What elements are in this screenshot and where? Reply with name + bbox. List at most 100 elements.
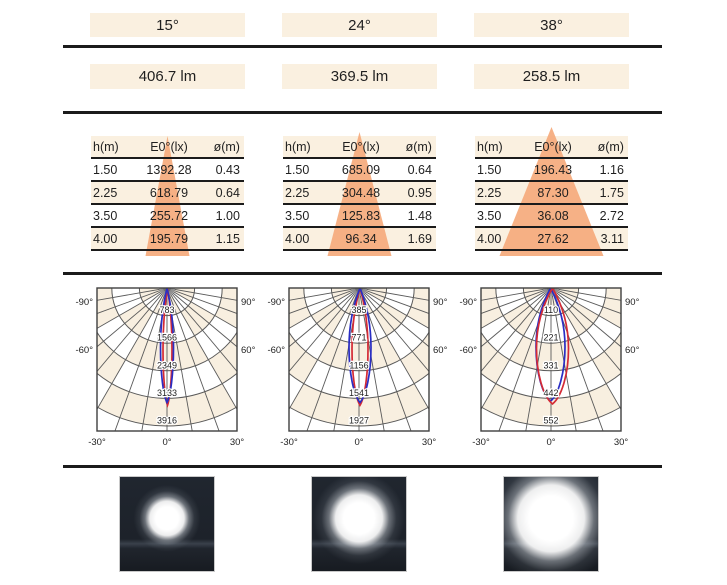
ring-value-label: 331 (543, 360, 558, 370)
cell: 0.64 (215, 185, 240, 200)
ring-value-label: 3133 (157, 388, 177, 398)
curve-blue (348, 288, 372, 404)
angle-tick-label: 90° (241, 297, 256, 308)
beam-cone-illustration (327, 132, 392, 256)
ring-value-label: 442 (543, 388, 558, 398)
cell: 1.48 (407, 208, 432, 223)
curve-red (351, 288, 369, 407)
table-header-row: h(m) E0°(lx) ø(m) (283, 136, 436, 159)
angle-tick-label: 60° (625, 345, 640, 356)
photometry-table: h(m) E0°(lx) ø(m) 1.50 196.43 1.16 2.25 … (475, 127, 628, 256)
beam-spot-photo (503, 476, 599, 572)
angle-tick-label: -30° (88, 437, 106, 448)
separator-line (63, 111, 662, 114)
ring-value-label: 1541 (349, 388, 369, 398)
table-row: 2.25 87.30 1.75 (475, 182, 628, 205)
beam-spot-photo (311, 476, 407, 572)
angle-tick-label: 30° (230, 437, 245, 448)
ring-value-label: 1927 (349, 416, 369, 426)
angle-tick-label: 30° (422, 437, 437, 448)
angle-tick-label: -30° (472, 437, 490, 448)
cell: 0.43 (215, 162, 240, 177)
curve-blue (159, 288, 175, 405)
ring-value-label: 771 (351, 333, 366, 343)
cell: 1.50 (285, 162, 310, 177)
ring-value-label: 385 (351, 305, 366, 315)
cell: 4.00 (285, 231, 310, 246)
table-row: 4.00 27.62 3.11 (475, 228, 628, 251)
polar-grid: 783 1566 2349 3133 3916 (97, 288, 237, 431)
cell: 3.11 (600, 231, 624, 246)
angle-tick-label: -90° (459, 297, 477, 308)
cell: 1.69 (407, 231, 432, 246)
ring-value-label: 221 (543, 333, 558, 343)
angle-tick-label: 0° (162, 437, 171, 448)
table-row: 4.00 96.34 1.69 (283, 228, 436, 251)
beam-spot-photo (119, 476, 215, 572)
table-row: 3.50 255.72 1.00 (91, 205, 244, 228)
angle-tick-label: -60° (267, 345, 285, 356)
cell: 36.08 (537, 208, 569, 223)
cell: 2.25 (93, 185, 118, 200)
cell: 3.50 (285, 208, 310, 223)
ring-value-label: 2349 (157, 360, 177, 370)
cell: 3.50 (93, 208, 118, 223)
table-row: 4.00 195.79 1.15 (91, 228, 244, 251)
col-header: h(m) (477, 139, 503, 154)
cell: 1.50 (477, 162, 502, 177)
table-row: 2.25 304.48 0.95 (283, 182, 436, 205)
ring-value-label: 110 (544, 305, 558, 315)
photometry-table: h(m) E0°(lx) ø(m) 1.50 1392.28 0.43 2.25… (91, 136, 244, 256)
beam-angle-badge: 15° (90, 13, 245, 37)
angle-tick-label: 90° (433, 297, 448, 308)
angle-tick-label: -90° (75, 297, 93, 308)
col-header: h(m) (93, 139, 119, 154)
angle-tick-label: -90° (267, 297, 285, 308)
curve-red (162, 288, 173, 408)
col-header: E0°(lx) (342, 139, 380, 154)
angle-tick-label: 0° (546, 437, 555, 448)
cell: 195.79 (149, 231, 189, 246)
angle-tick-label: 30° (614, 437, 629, 448)
luminous-flux-badge: 369.5 lm (282, 64, 437, 89)
cell: 2.25 (477, 185, 502, 200)
col-header: ø(m) (213, 139, 240, 154)
polar-intensity-diagram: 110 221 331 442 552 -90° 90° -60° 60° -30° 0° 30° (455, 285, 647, 453)
angle-tick-label: 60° (433, 345, 448, 356)
cell: 27.62 (537, 231, 569, 246)
table-row: 3.50 36.08 2.72 (475, 205, 628, 228)
col-header: E0°(lx) (150, 139, 188, 154)
ring-value-label: 552 (543, 416, 558, 426)
table-row: 1.50 685.09 0.64 (283, 159, 436, 182)
cell: 4.00 (477, 231, 502, 246)
cell: 1.75 (599, 185, 624, 200)
cell: 255.72 (149, 208, 189, 223)
cell: 1.16 (599, 162, 624, 177)
col-header: ø(m) (405, 139, 432, 154)
beam-angle-badge: 38° (474, 13, 629, 37)
ring-value-label: 1566 (157, 333, 177, 343)
table-row: 3.50 125.83 1.48 (283, 205, 436, 228)
luminous-flux-badge: 406.7 lm (90, 64, 245, 89)
polar-intensity-diagram: 783 1566 2349 3133 3916 -90° 90° -60° 60° -30° 0° 3… (71, 285, 263, 453)
separator-line (63, 45, 662, 48)
angle-tick-label: 90° (625, 297, 640, 308)
cell: 1.50 (93, 162, 118, 177)
ring-value-label: 783 (159, 305, 174, 315)
polar-grid: 385 771 1156 1541 1927 (289, 288, 429, 431)
photometry-table: h(m) E0°(lx) ø(m) 1.50 685.09 0.64 2.25 … (283, 132, 436, 256)
cell: 685.09 (341, 162, 381, 177)
cell: 0.95 (407, 185, 432, 200)
cell: 3.50 (477, 208, 502, 223)
angle-tick-label: -30° (280, 437, 298, 448)
cell: 618.79 (149, 185, 189, 200)
separator-line (63, 465, 662, 468)
ring-value-label: 3916 (157, 416, 177, 426)
curve-red (535, 288, 570, 406)
cell: 304.48 (341, 185, 381, 200)
angle-tick-label: -60° (459, 345, 477, 356)
cell: 196.43 (533, 162, 573, 177)
polar-grid: 110 221 331 442 552 (481, 288, 621, 431)
luminous-flux-badge: 258.5 lm (474, 64, 629, 89)
